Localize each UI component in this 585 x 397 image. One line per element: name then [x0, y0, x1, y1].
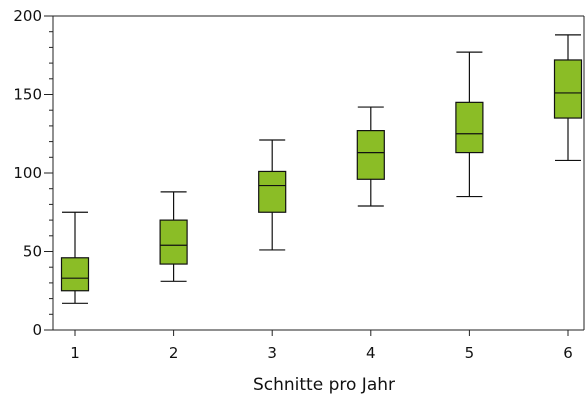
y-tick-label: 0: [32, 321, 42, 339]
box-group: [159, 191, 188, 282]
box-group: [455, 51, 484, 198]
y-tick-label: 200: [13, 7, 42, 25]
box-group: [553, 34, 583, 162]
boxes: [60, 34, 583, 304]
x-tick-label: 6: [563, 344, 573, 362]
x-tick-label: 2: [169, 344, 179, 362]
x-axis: 1 2 3 4 5 6: [70, 330, 573, 362]
x-axis-label: Schnitte pro Jahr: [253, 375, 395, 395]
y-tick-label: 50: [23, 243, 42, 261]
box: [159, 219, 188, 265]
box: [258, 170, 287, 213]
box-group: [356, 106, 385, 207]
box-group: [60, 211, 90, 304]
y-axis: 0 50 100 150 200: [13, 7, 53, 339]
box: [553, 59, 583, 119]
y-tick-label: 100: [13, 164, 42, 182]
box-group: [258, 139, 287, 251]
x-tick-label: 4: [366, 344, 376, 362]
box: [60, 257, 90, 292]
y-tick-label: 150: [13, 86, 42, 104]
box: [455, 101, 484, 154]
x-tick-label: 1: [70, 344, 80, 362]
x-tick-label: 5: [465, 344, 475, 362]
plot-frame: [52, 15, 585, 331]
box: [356, 130, 385, 180]
x-tick-label: 3: [267, 344, 277, 362]
